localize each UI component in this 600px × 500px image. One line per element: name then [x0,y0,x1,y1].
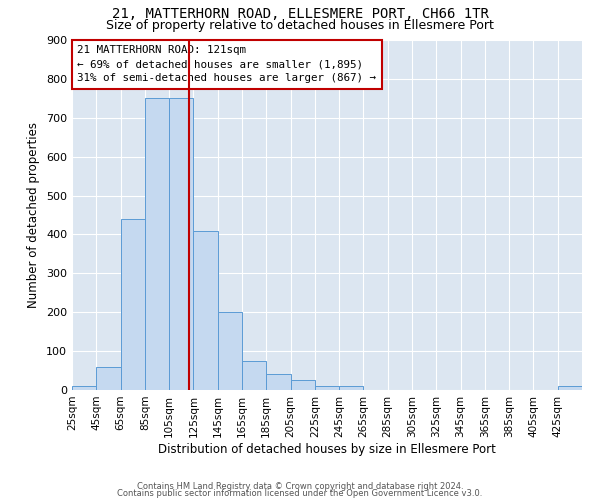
Text: 21, MATTERHORN ROAD, ELLESMERE PORT, CH66 1TR: 21, MATTERHORN ROAD, ELLESMERE PORT, CH6… [112,8,488,22]
Bar [266,374,290,390]
Bar [72,386,96,390]
Bar [145,98,169,390]
Bar [558,386,582,390]
Bar [169,98,193,390]
Text: 21 MATTERHORN ROAD: 121sqm
← 69% of detached houses are smaller (1,895)
31% of s: 21 MATTERHORN ROAD: 121sqm ← 69% of deta… [77,46,376,83]
Text: Contains public sector information licensed under the Open Government Licence v3: Contains public sector information licen… [118,489,482,498]
Bar [218,312,242,390]
Text: Size of property relative to detached houses in Ellesmere Port: Size of property relative to detached ho… [106,19,494,32]
X-axis label: Distribution of detached houses by size in Ellesmere Port: Distribution of detached houses by size … [158,442,496,456]
Bar [242,361,266,390]
Bar [193,230,218,390]
Bar [339,386,364,390]
Bar [315,386,339,390]
Bar [121,219,145,390]
Y-axis label: Number of detached properties: Number of detached properties [28,122,40,308]
Bar [290,380,315,390]
Text: Contains HM Land Registry data © Crown copyright and database right 2024.: Contains HM Land Registry data © Crown c… [137,482,463,491]
Bar [96,366,121,390]
